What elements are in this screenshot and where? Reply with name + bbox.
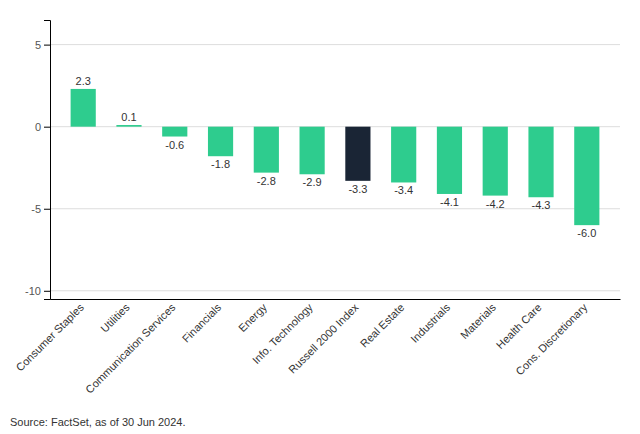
data-label: -1.8	[211, 158, 230, 170]
bar	[574, 127, 599, 225]
bar	[300, 127, 325, 175]
bar	[437, 127, 462, 194]
tick: Russell 2000 Index	[286, 301, 361, 376]
data-label: 2.3	[76, 75, 91, 87]
data-label: -4.3	[532, 199, 551, 211]
tick-mark	[44, 209, 50, 210]
data-label: -2.9	[303, 176, 322, 188]
bar	[116, 125, 141, 127]
annotation: Source: FactSet, as of 30 Jun 2024.	[10, 416, 186, 428]
tick-label: Materials	[458, 301, 498, 341]
tick: Financials	[180, 301, 224, 345]
annotations: Source: FactSet, as of 30 Jun 2024.	[10, 416, 186, 428]
tick: -5	[31, 203, 50, 215]
tick: Industrials	[408, 301, 452, 345]
tick: 0	[35, 121, 50, 133]
bar	[71, 89, 96, 127]
tick-label: -5	[31, 203, 41, 215]
tick-label: Utilities	[98, 301, 132, 335]
tick-mark	[44, 291, 50, 292]
tick-label: Industrials	[408, 301, 452, 345]
tick-label: Energy	[236, 301, 269, 334]
grid-line	[50, 290, 620, 291]
data-label: -3.4	[394, 184, 413, 196]
bar	[208, 127, 233, 157]
bar	[528, 127, 553, 198]
tick-label: Consumer Staples	[13, 301, 86, 374]
tick: Utilities	[98, 301, 132, 335]
tick-label: Cons. Discretionary	[513, 301, 590, 378]
bar	[483, 127, 508, 196]
bar	[391, 127, 416, 183]
data-labels: 2.3 0.1 -0.6 -1.8 -2.8 -2.9 -3.3 -3.4 -4.1 -4.2 -4…	[76, 75, 597, 239]
tick-label: Communication Services	[83, 301, 178, 396]
bar	[345, 127, 370, 181]
y-axis: 5 0 -5 -10	[25, 21, 50, 300]
tick: Energy	[236, 301, 269, 334]
tick-label: 0	[35, 121, 41, 133]
bar	[254, 127, 279, 173]
tick-label: Russell 2000 Index	[286, 301, 361, 376]
chart: 2.3 0.1 -0.6 -1.8 -2.8 -2.9 -3.3 -3.4 -4.1 -4.2 -4…	[0, 0, 640, 434]
data-label: -6.0	[577, 227, 596, 239]
data-label: -4.1	[440, 196, 459, 208]
tick-label: Real Estate	[358, 301, 407, 350]
bar	[162, 127, 187, 137]
data-label: -4.2	[486, 198, 505, 210]
tick-label: Financials	[180, 301, 224, 345]
data-label: -3.3	[348, 183, 367, 195]
tick: Cons. Discretionary	[513, 301, 590, 378]
tick: -10	[25, 285, 50, 297]
tick-label: -10	[25, 285, 41, 297]
tick: Real Estate	[358, 301, 407, 350]
data-label: -2.8	[257, 175, 276, 187]
x-axis: Consumer Staples UtilitiesCommunication S…	[13, 300, 620, 396]
axis-line	[44, 21, 51, 300]
data-label: 0.1	[121, 111, 136, 123]
tick: Health Care	[494, 301, 544, 351]
plot-area	[71, 89, 600, 225]
tick: 5	[35, 39, 50, 51]
tick: Materials	[458, 301, 498, 341]
data-label: -0.6	[165, 139, 184, 151]
axis-line	[51, 299, 621, 300]
grid	[50, 45, 620, 291]
tick-mark	[44, 127, 50, 128]
tick-mark	[44, 45, 50, 46]
grid-line	[50, 44, 620, 45]
tick-label: Health Care	[494, 301, 544, 351]
tick-label: 5	[35, 39, 41, 51]
tick: Consumer Staples	[13, 301, 86, 374]
tick: Communication Services	[83, 301, 178, 396]
